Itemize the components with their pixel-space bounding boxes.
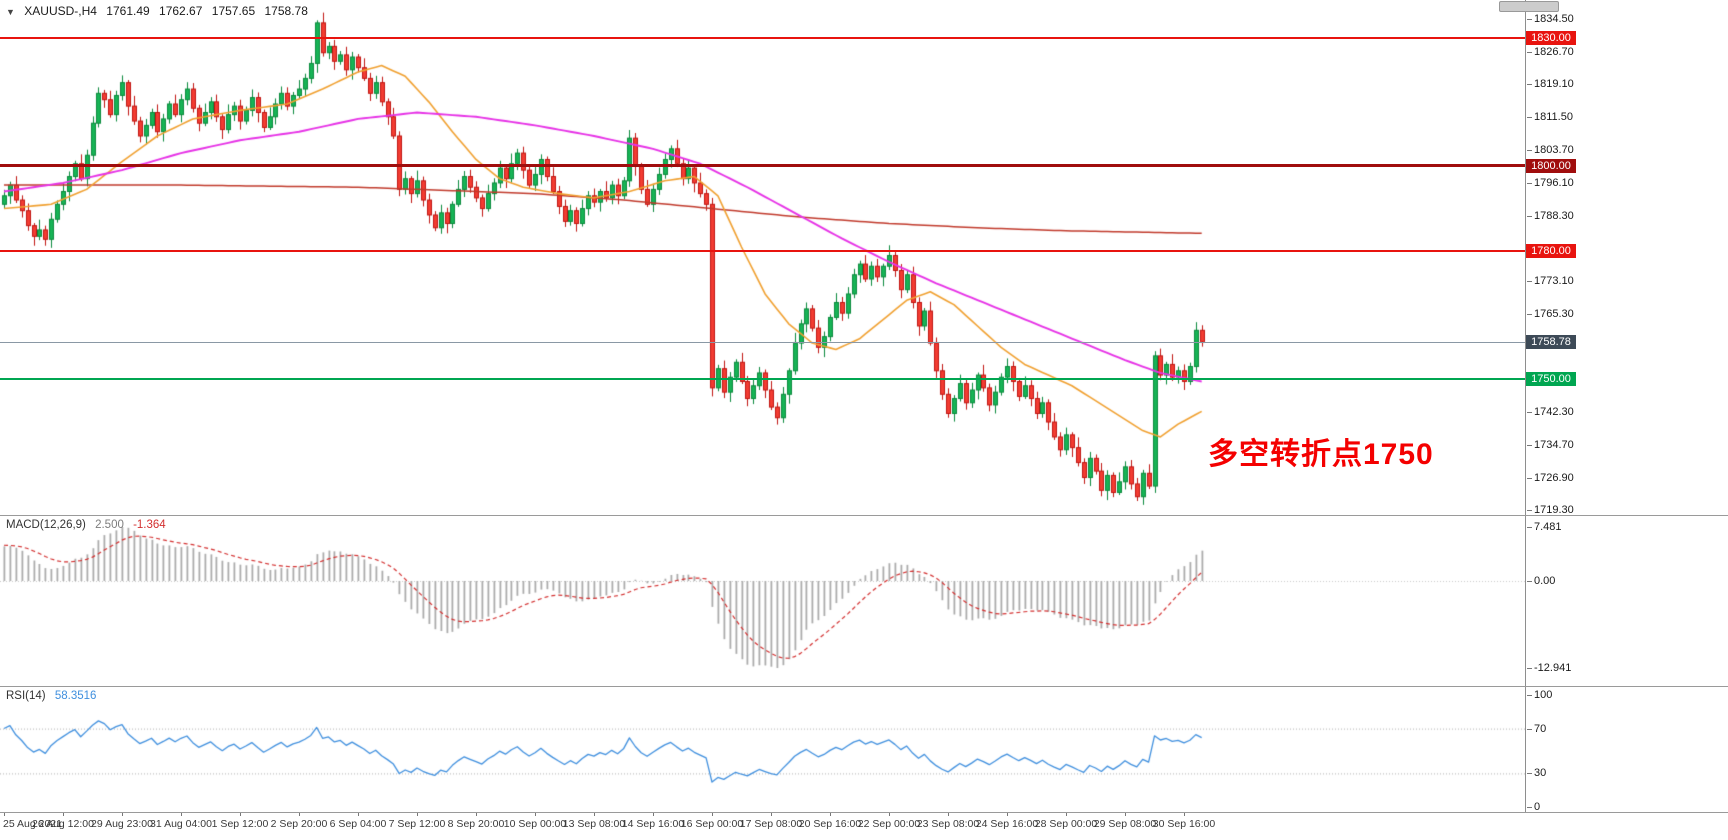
symbol-period-label: XAUUSD-,H4	[24, 4, 97, 18]
time-axis-label: 7 Sep 12:00	[388, 818, 446, 830]
time-axis-label: 1 Sep 12:00	[211, 818, 269, 830]
price-badge-resistance-1780: 1780.00	[1526, 244, 1576, 259]
time-axis-label: 29 Aug 23:00	[91, 818, 153, 830]
time-axis-label: 6 Sep 04:00	[329, 818, 387, 830]
time-axis-label: 24 Sep 16:00	[975, 818, 1039, 830]
time-tick	[122, 813, 123, 816]
rsi-scale-label: 70	[1526, 722, 1547, 735]
price-tick-label: 1734.70	[1527, 438, 1574, 451]
time-tick	[63, 813, 64, 816]
price-tick-label: 1826.70	[1527, 45, 1574, 58]
time-axis-label: 28 Sep 00:00	[1034, 818, 1098, 830]
time-axis-label: 13 Sep 08:00	[562, 818, 626, 830]
ohlc-low: 1757.65	[211, 4, 256, 18]
time-tick	[653, 813, 654, 816]
macd-scale-label: -12.941	[1526, 662, 1572, 674]
time-axis-label: 22 Sep 00:00	[857, 818, 921, 830]
hline-support-1750[interactable]	[0, 378, 1525, 381]
macd-scale-label: 0.00	[1526, 575, 1556, 587]
collapse-arrow-icon[interactable]: ▼	[6, 7, 15, 17]
time-axis-label: 29 Sep 08:00	[1093, 818, 1157, 830]
time-axis-label: 20 Sep 16:00	[798, 818, 862, 830]
price-badge-resistance-1830: 1830.00	[1526, 30, 1576, 45]
price-scale-axis[interactable]: 1834.50 1826.70 1819.10 1811.50 1803.70 1796.…	[1525, 0, 1728, 840]
time-axis-label: 30 Sep 16:00	[1152, 818, 1216, 830]
time-tick	[1184, 813, 1185, 816]
time-tick	[181, 813, 182, 816]
price-badge-support-1750: 1750.00	[1526, 372, 1576, 387]
time-axis-label: 31 Aug 04:00	[150, 818, 212, 830]
panel-separator-main-macd[interactable]	[0, 515, 1728, 516]
current-price-line	[0, 341, 1525, 343]
time-axis-label: 23 Sep 08:00	[916, 818, 980, 830]
time-axis[interactable]: 25 Aug 2021 26 Aug 12:00 29 Aug 23:00 31 Au…	[0, 813, 1728, 840]
current-price-badge: 1758.78	[1526, 334, 1576, 349]
time-tick	[830, 813, 831, 816]
price-tick-label: 1742.30	[1527, 406, 1574, 419]
panel-separator-macd-rsi[interactable]	[0, 686, 1728, 687]
time-tick	[358, 813, 359, 816]
time-tick	[476, 813, 477, 816]
price-tick-label: 1773.10	[1527, 274, 1574, 287]
time-tick	[1125, 813, 1126, 816]
hline-resistance-1830[interactable]	[0, 36, 1525, 39]
macd-main-value: 2.500	[95, 519, 124, 531]
annotation-text[interactable]: 多空转折点1750	[1208, 438, 1434, 471]
price-tick-label: 1803.70	[1527, 144, 1574, 157]
price-tick-label: 1765.30	[1527, 308, 1574, 321]
time-tick	[948, 813, 949, 816]
chart-title: ▼ XAUUSD-,H4 1761.49 1762.67 1757.65 175…	[6, 4, 314, 18]
panel-separator-rsi-timeaxis	[0, 812, 1728, 813]
rsi-scale-label: 30	[1526, 767, 1547, 780]
hline-resistance-1800[interactable]	[0, 164, 1525, 168]
rsi-value: 58.3516	[54, 690, 97, 702]
price-tick-label: 1834.50	[1527, 12, 1574, 25]
price-tick-label: 1719.30	[1527, 504, 1574, 517]
rsi-indicator-label: RSI(14) 58.3516	[6, 690, 96, 702]
rsi-name: RSI(14)	[6, 690, 46, 702]
time-tick	[1066, 813, 1067, 816]
rsi-scale-label: 0	[1526, 801, 1541, 813]
time-tick	[299, 813, 300, 816]
time-axis-label: 16 Sep 00:00	[680, 818, 744, 830]
time-tick	[1007, 813, 1008, 816]
time-tick	[417, 813, 418, 816]
macd-name: MACD(12,26,9)	[6, 519, 86, 531]
macd-indicator-label: MACD(12,26,9) 2.500 -1.364	[6, 519, 166, 531]
price-badge-resistance-1800: 1800.00	[1526, 158, 1576, 173]
rsi-scale-label: 100	[1526, 689, 1553, 701]
time-tick	[712, 813, 713, 816]
time-axis-label: 17 Sep 08:00	[739, 818, 803, 830]
price-tick-label: 1819.10	[1527, 78, 1574, 91]
price-tick-label: 1796.10	[1527, 176, 1574, 189]
time-axis-label: 25 Aug 2021	[3, 818, 62, 830]
time-tick	[594, 813, 595, 816]
hline-resistance-1780[interactable]	[0, 250, 1525, 253]
time-axis-label: 2 Sep 20:00	[270, 818, 328, 830]
time-tick	[889, 813, 890, 816]
ohlc-high: 1762.67	[159, 4, 203, 18]
price-tick-label: 1726.90	[1527, 471, 1574, 484]
time-axis-label: 14 Sep 16:00	[621, 818, 685, 830]
ohlc-close: 1758.78	[264, 4, 308, 18]
time-axis-label: 8 Sep 20:00	[447, 818, 505, 830]
time-tick	[4, 813, 5, 816]
time-tick	[240, 813, 241, 816]
macd-signal-value: -1.364	[133, 519, 166, 531]
time-tick	[535, 813, 536, 816]
chart-scrollbar-thumb[interactable]	[1499, 1, 1559, 12]
ohlc-open: 1761.49	[106, 4, 150, 18]
time-tick	[771, 813, 772, 816]
time-axis-label: 26 Aug 12:00	[32, 818, 94, 830]
macd-scale-label: 7.481	[1527, 521, 1562, 533]
price-tick-label: 1811.50	[1527, 110, 1573, 123]
time-axis-label: 10 Sep 00:00	[503, 818, 567, 830]
price-tick-label: 1788.30	[1527, 209, 1574, 222]
